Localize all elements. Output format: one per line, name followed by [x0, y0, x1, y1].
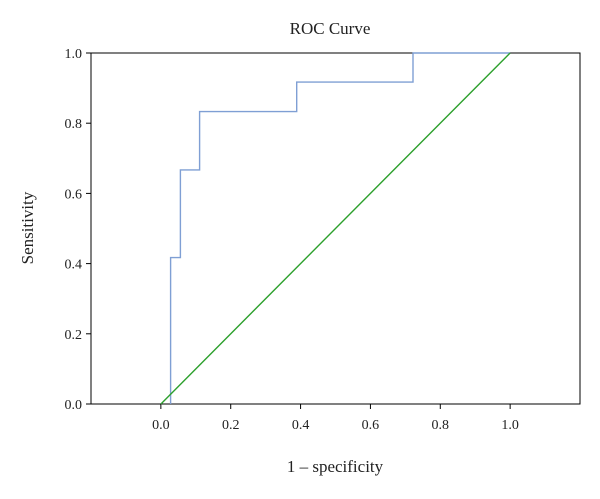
y-tick-label: 0.4 [65, 258, 83, 273]
y-axis: 0.0 0.2 0.4 0.6 0.8 1.0 [65, 47, 91, 413]
x-tick-label: 0.4 [292, 418, 310, 433]
plot-frame [90, 52, 581, 405]
x-tick-label: 0.0 [152, 418, 170, 433]
y-tick-label: 0.0 [65, 398, 83, 413]
y-tick-label: 0.6 [65, 187, 83, 202]
y-tick-label: 0.8 [65, 117, 83, 132]
x-axis-label: 1 – specificity [287, 457, 384, 476]
x-tick-label: 0.6 [362, 418, 380, 433]
x-tick-label: 0.2 [222, 418, 240, 433]
y-tick-label: 1.0 [65, 47, 83, 62]
reference-diagonal-line [160, 52, 511, 405]
x-tick-label: 1.0 [501, 418, 519, 433]
y-tick-label: 0.2 [65, 328, 83, 343]
x-axis: 0.0 0.2 0.4 0.6 0.8 1.0 [152, 404, 519, 433]
y-axis-label: Sensitivity [18, 191, 37, 264]
roc-curve-line [169, 52, 511, 404]
x-tick-label: 0.8 [432, 418, 450, 433]
series-group [160, 52, 511, 405]
chart-title: ROC Curve [290, 19, 371, 38]
